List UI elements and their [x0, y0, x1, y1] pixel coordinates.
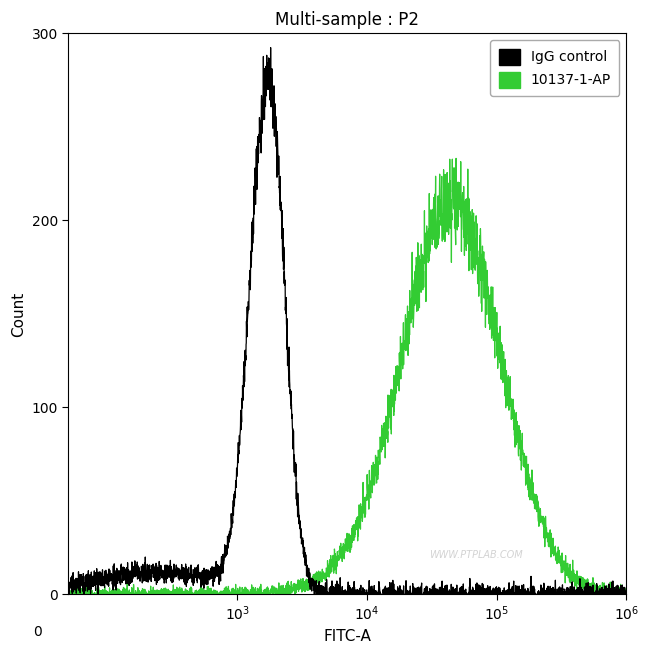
10137-1-AP — [303, 575, 311, 583]
IgG control — [279, 257, 287, 265]
IgG control — [161, 567, 169, 574]
Text: WWW.PTPLAB.COM: WWW.PTPLAB.COM — [429, 550, 523, 560]
IgG control — [622, 584, 630, 591]
Y-axis label: Count: Count — [11, 291, 26, 337]
10137-1-AP — [279, 588, 287, 595]
10137-1-AP — [622, 589, 630, 597]
X-axis label: FITC-A: FITC-A — [324, 629, 371, 644]
10137-1-AP — [64, 584, 72, 592]
IgG control — [128, 575, 136, 583]
IgG control — [64, 578, 72, 586]
10137-1-AP — [128, 590, 136, 598]
IgG control — [303, 572, 311, 580]
10137-1-AP — [161, 584, 169, 592]
10137-1-AP — [552, 555, 560, 563]
Legend: IgG control, 10137-1-AP: IgG control, 10137-1-AP — [491, 41, 619, 96]
IgG control — [266, 44, 274, 52]
IgG control — [552, 589, 560, 597]
10137-1-AP — [65, 590, 73, 598]
10137-1-AP — [452, 155, 460, 162]
Text: 0: 0 — [33, 625, 42, 639]
IgG control — [66, 590, 73, 598]
Title: Multi-sample : P2: Multi-sample : P2 — [276, 11, 419, 29]
Line: 10137-1-AP: 10137-1-AP — [68, 159, 626, 594]
IgG control — [612, 590, 619, 598]
Line: IgG control: IgG control — [68, 48, 626, 594]
10137-1-AP — [612, 588, 619, 596]
